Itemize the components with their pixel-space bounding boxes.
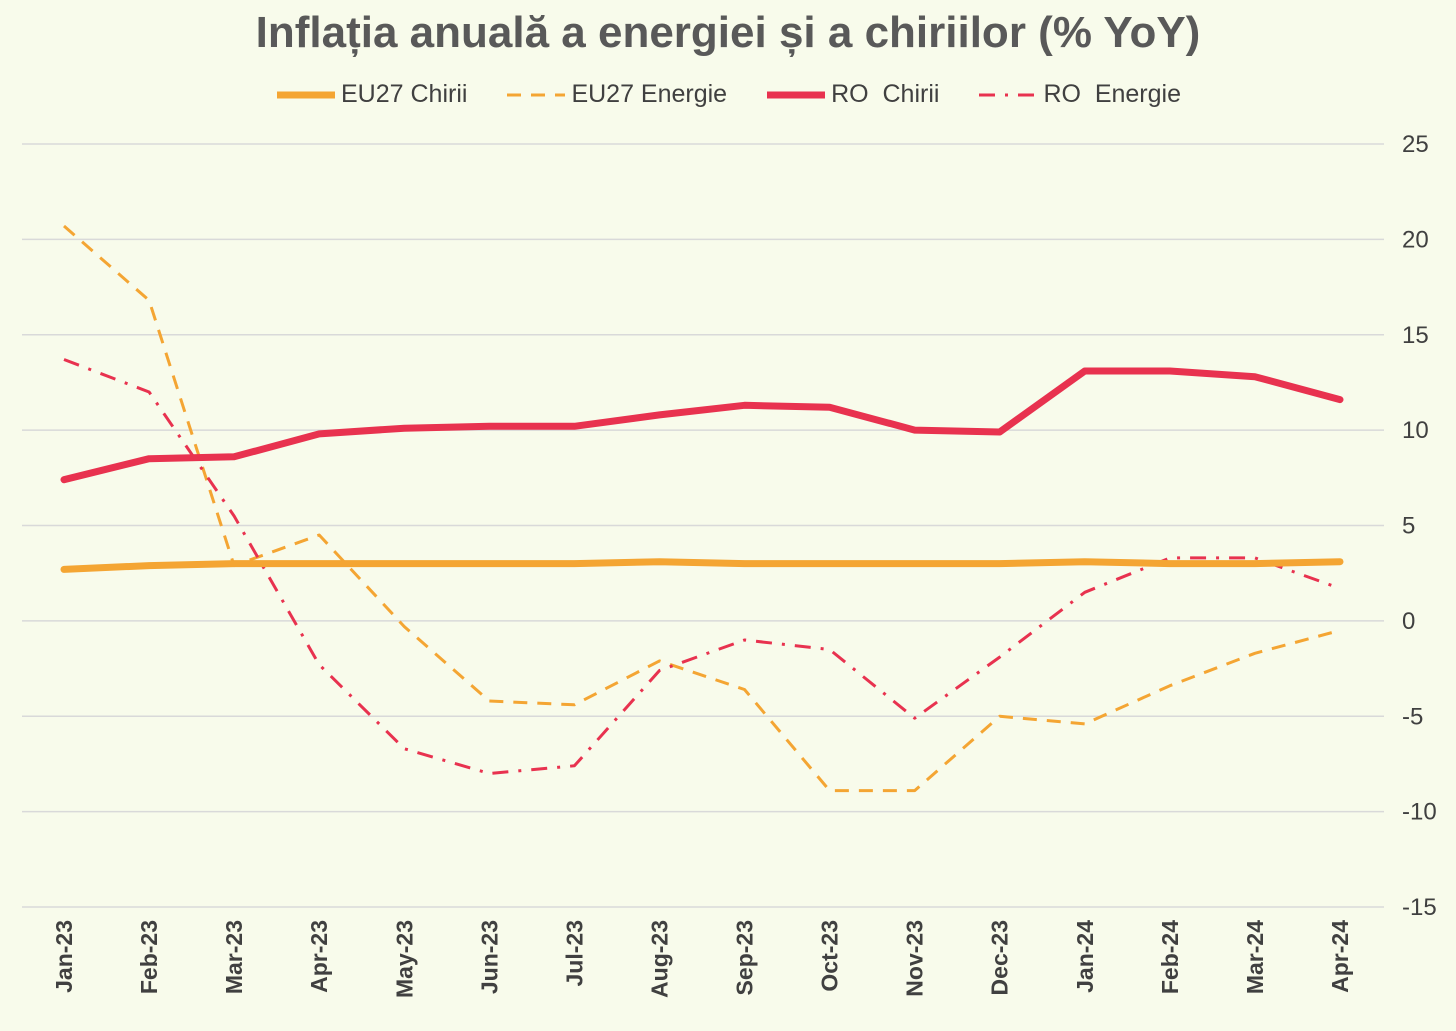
y-tick-label: 5: [1402, 513, 1415, 540]
x-tick-label: Mar-24: [1242, 920, 1268, 994]
y-tick-label: 15: [1402, 322, 1429, 349]
y-tick-label: -15: [1402, 894, 1437, 921]
x-tick-label: Sep-23: [732, 920, 758, 995]
x-tick-label: Jul-23: [561, 920, 587, 986]
series-line-ro-chirii: [60, 367, 1344, 484]
x-tick-label: Nov-23: [902, 920, 928, 997]
x-tick-label: Apr-23: [306, 920, 332, 993]
series-line-eu27-energie: [63, 224, 1341, 793]
legend-item: EU27 Energie: [505, 80, 727, 109]
chart-title: Inflația anuală a energiei și a chiriilo…: [255, 8, 1201, 57]
legend-swatch: [979, 93, 1038, 96]
legend-swatch: [277, 91, 335, 98]
legend-swatch: [507, 93, 566, 96]
legend-item: RO Chirii: [765, 80, 939, 109]
y-tick-label: -5: [1402, 703, 1423, 730]
x-tick-label: Jun-23: [476, 920, 502, 994]
x-tick-label: Aug-23: [646, 920, 672, 998]
legend-label: RO Energie: [1043, 80, 1181, 108]
y-tick-label: 0: [1402, 608, 1415, 635]
series-line-ro-energie: [63, 358, 1341, 775]
y-tick-label: 20: [1402, 226, 1429, 253]
legend-swatch: [767, 91, 826, 98]
y-tick-label: -10: [1402, 799, 1437, 826]
x-tick-label: Feb-24: [1157, 920, 1183, 994]
legend-label: EU27 Energie: [571, 80, 728, 108]
x-tick-label: Dec-23: [987, 920, 1013, 995]
x-tick-label: Feb-23: [136, 920, 162, 994]
x-tick-label: May-23: [391, 920, 417, 998]
y-tick-label: 10: [1402, 417, 1429, 444]
legend-label: RO Chirii: [831, 80, 940, 108]
legend-item: EU27 Chirii: [275, 80, 467, 109]
x-tick-label: Jan-24: [1072, 920, 1098, 993]
series-line-eu27-chirii: [60, 558, 1344, 573]
x-tick-label: Mar-23: [221, 920, 247, 994]
chart-legend: EU27 Chirii EU27 Energie RO Chirii RO Energ…: [0, 80, 1456, 109]
x-tick-label: Apr-24: [1327, 920, 1353, 993]
y-tick-label: 25: [1402, 131, 1429, 158]
x-tick-label: Oct-23: [817, 920, 843, 992]
legend-label: EU27 Chirii: [341, 80, 468, 108]
x-tick-label: Jan-23: [51, 920, 77, 993]
legend-item: RO Energie: [977, 80, 1181, 109]
